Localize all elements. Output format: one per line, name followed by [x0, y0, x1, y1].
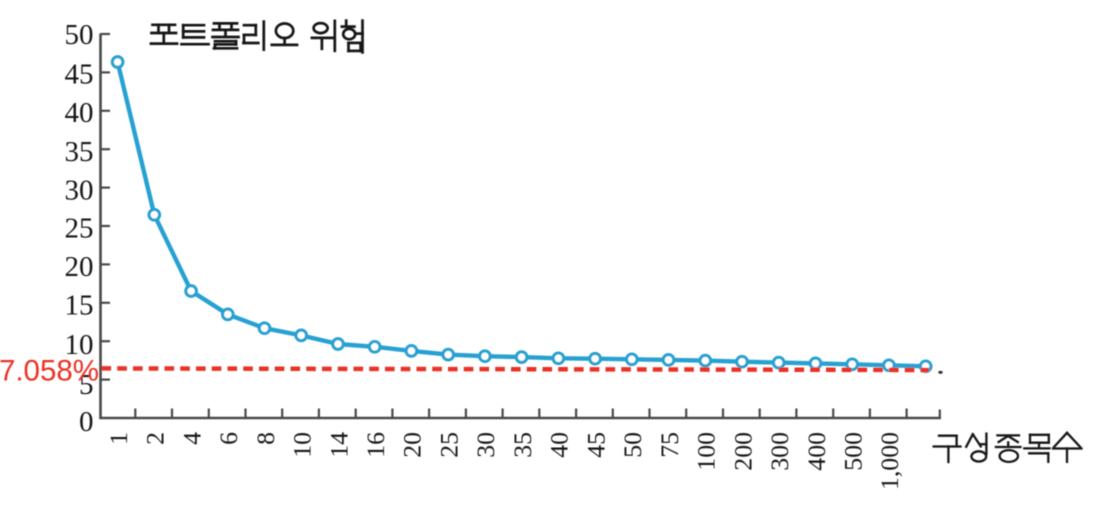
- svg-text:25: 25: [434, 432, 463, 458]
- svg-text:15: 15: [65, 289, 94, 321]
- svg-text:300: 300: [765, 432, 794, 471]
- svg-text:5: 5: [79, 369, 94, 401]
- svg-text:20: 20: [65, 251, 94, 283]
- svg-text:50: 50: [65, 19, 94, 51]
- svg-text:100: 100: [692, 432, 721, 471]
- svg-text:30: 30: [65, 174, 94, 206]
- svg-text:1: 1: [104, 432, 133, 445]
- svg-text:30: 30: [471, 432, 500, 458]
- svg-text:35: 35: [508, 432, 537, 458]
- svg-text:400: 400: [802, 432, 831, 471]
- svg-text:8: 8: [251, 432, 280, 445]
- svg-text:7.058%: 7.058%: [0, 355, 99, 388]
- svg-text:0: 0: [79, 406, 94, 438]
- svg-text:45: 45: [581, 432, 610, 458]
- svg-text:75: 75: [655, 432, 684, 458]
- svg-text:40: 40: [65, 97, 94, 129]
- svg-text:45: 45: [65, 58, 94, 90]
- svg-text:40: 40: [545, 432, 574, 458]
- svg-text:200: 200: [728, 432, 757, 471]
- svg-text:25: 25: [65, 213, 94, 245]
- svg-text:6: 6: [214, 432, 243, 445]
- svg-text:35: 35: [65, 136, 94, 168]
- svg-text:10: 10: [65, 329, 94, 361]
- svg-text:1,000: 1,000: [875, 432, 904, 490]
- svg-text:14: 14: [324, 432, 353, 458]
- svg-text:500: 500: [838, 432, 867, 471]
- svg-text:50: 50: [618, 432, 647, 458]
- svg-text:20: 20: [398, 432, 427, 458]
- svg-text:16: 16: [361, 432, 390, 458]
- svg-text:2: 2: [141, 432, 170, 445]
- svg-text:10: 10: [287, 432, 316, 458]
- svg-text:4: 4: [177, 432, 206, 445]
